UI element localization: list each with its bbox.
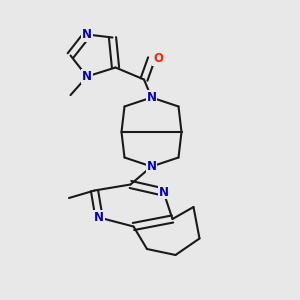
Text: N: N (94, 211, 104, 224)
Text: N: N (158, 185, 169, 199)
Text: N: N (146, 160, 157, 173)
Text: N: N (146, 91, 157, 104)
Text: N: N (82, 70, 92, 83)
Text: N: N (82, 28, 92, 41)
Text: O: O (153, 52, 163, 65)
